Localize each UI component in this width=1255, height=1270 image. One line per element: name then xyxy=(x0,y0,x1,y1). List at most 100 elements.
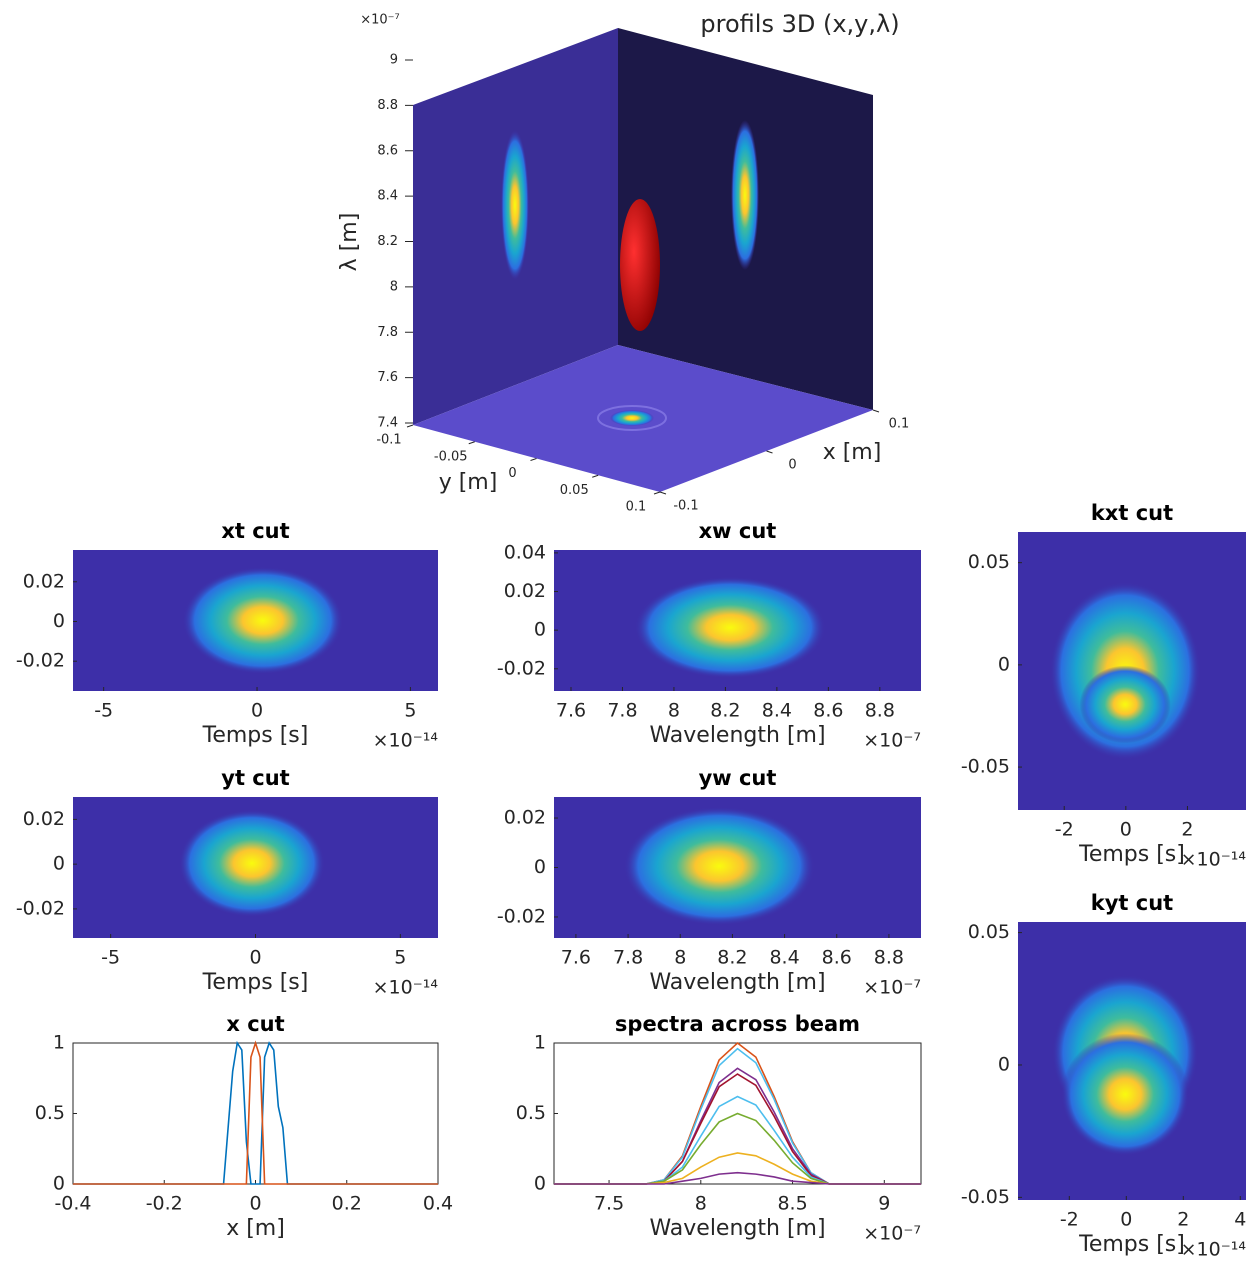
chart-title: kxt cut xyxy=(1091,501,1173,525)
x-tick-label: 8.2 xyxy=(710,700,740,722)
y-tick xyxy=(468,441,475,445)
z-tick-label: 7.8 xyxy=(377,325,398,340)
y-tick-label: 1 xyxy=(534,1032,546,1054)
heatmap-blob xyxy=(1061,1033,1190,1156)
y-tick xyxy=(406,424,414,428)
plot-area xyxy=(72,1042,439,1185)
y-tick-label: 0 xyxy=(534,1173,546,1195)
z-tick-label: 8.8 xyxy=(377,98,398,113)
x-tick-label: 7.6 xyxy=(556,700,586,722)
x-exponent: ×10⁻⁷ xyxy=(863,1223,921,1245)
x-tick-label: 7.8 xyxy=(607,700,637,722)
series-line xyxy=(554,1171,921,1185)
x-tick-label: 9 xyxy=(878,1193,890,1215)
x-tick-label: 0 xyxy=(251,700,263,722)
z-tick-label: 8.2 xyxy=(377,234,398,249)
x-axis-label: x [m] xyxy=(226,1216,285,1241)
series-line xyxy=(73,1040,438,1185)
x-tick-label: 8.2 xyxy=(717,947,747,969)
x-axis-label: x [m] xyxy=(823,440,882,465)
floor-projection xyxy=(610,410,654,426)
x-tick-label: 8 xyxy=(668,700,680,722)
x-tick-label: 0.2 xyxy=(332,1193,362,1215)
y-tick-label: 0 xyxy=(508,466,516,481)
chart-title: kyt cut xyxy=(1091,891,1173,915)
x-tick-label: -5 xyxy=(94,700,113,722)
x-axis-label: Temps [s] xyxy=(202,723,309,748)
heatmap-blob xyxy=(634,576,826,679)
y-tick-label: 0.02 xyxy=(23,808,65,830)
chart-title: profils 3D (x,y,λ) xyxy=(700,10,899,38)
y-tick-label: -0.05 xyxy=(961,1186,1010,1208)
chart-title: x cut xyxy=(226,1012,284,1036)
y-tick-label: -0.02 xyxy=(497,657,546,679)
chart-title: spectra across beam xyxy=(615,1012,860,1036)
x-tick-label: 8.4 xyxy=(762,700,792,722)
x-tick-label: 8.8 xyxy=(874,947,904,969)
x-exponent: ×10⁻¹⁴ xyxy=(373,730,439,752)
x-exponent: ×10⁻¹⁴ xyxy=(1181,1239,1247,1261)
z-tick-label: 7.4 xyxy=(377,416,398,431)
y-tick-label: 1 xyxy=(53,1032,65,1054)
x-tick-label: -5 xyxy=(101,947,120,969)
y-tick-label: 0.02 xyxy=(504,580,546,602)
x-tick-label: 7.5 xyxy=(594,1193,624,1215)
x-tick-label: 2 xyxy=(1181,819,1193,841)
x-tick-label: 5 xyxy=(394,947,406,969)
x-tick-label: 7.6 xyxy=(561,947,591,969)
x-tick-label: -2 xyxy=(1060,1209,1079,1231)
z-axis-label: λ [m] xyxy=(337,213,362,272)
heatmap-blob xyxy=(623,806,815,926)
x-exponent: ×10⁻¹⁴ xyxy=(1181,849,1247,871)
x-tick-label: 8.4 xyxy=(769,947,799,969)
x-tick-label: 0 xyxy=(249,947,261,969)
x-tick-label: -0.2 xyxy=(146,1193,183,1215)
x-exponent: ×10⁻⁷ xyxy=(863,730,921,752)
y-tick xyxy=(653,491,661,495)
y-tick-label: 0.05 xyxy=(968,551,1010,573)
y-tick-label: 0.02 xyxy=(23,570,65,592)
x-tick-label: 0.4 xyxy=(423,1193,453,1215)
x-tick-label: 8.8 xyxy=(865,700,895,722)
x-tick-label: 4 xyxy=(1234,1209,1246,1231)
z-tick-label: 8 xyxy=(390,279,398,294)
y-axis-label: y [m] xyxy=(439,470,498,495)
z-tick-label: 8.4 xyxy=(377,189,398,204)
right-projection xyxy=(731,120,759,270)
z-tick-label: 8.6 xyxy=(377,143,398,158)
x-tick xyxy=(766,450,773,454)
series-line xyxy=(554,1112,921,1185)
series-line xyxy=(73,1040,438,1185)
y-tick-label: 0.04 xyxy=(504,541,546,563)
x-tick xyxy=(659,491,667,495)
x-tick-label: -2 xyxy=(1055,819,1074,841)
y-tick-label: 0 xyxy=(53,610,65,632)
x-tick-label: 8.6 xyxy=(813,700,843,722)
left-projection xyxy=(501,130,529,280)
y-tick-label: 0 xyxy=(998,653,1010,675)
x-tick-label: 0 xyxy=(1120,1209,1132,1231)
y-tick-label: -0.02 xyxy=(497,905,546,927)
y-tick-label: -0.05 xyxy=(434,449,468,464)
x-tick-label: -0.4 xyxy=(54,1193,91,1215)
y-tick-label: 0 xyxy=(998,1053,1010,1075)
x-tick-label: 8.5 xyxy=(777,1193,807,1215)
y-tick-label: 0.1 xyxy=(626,500,647,515)
x-tick-label: -0.1 xyxy=(673,499,698,514)
chart-title: xt cut xyxy=(221,519,289,543)
chart-title: yt cut xyxy=(221,766,289,790)
y-tick-label: 0 xyxy=(534,619,546,641)
floor-ring xyxy=(597,405,667,431)
y-tick-label: 0 xyxy=(534,856,546,878)
y-tick xyxy=(592,474,599,478)
z-exponent: ×10⁻⁷ xyxy=(360,13,400,28)
x-axis-label: Wavelength [m] xyxy=(649,1216,825,1241)
x-tick xyxy=(872,409,880,413)
x-axis-label: Temps [s] xyxy=(202,970,309,995)
series-line xyxy=(554,1047,921,1185)
x-tick-label: 5 xyxy=(404,700,416,722)
y-tick-label: 0.05 xyxy=(560,483,589,498)
x-tick-label: 8.6 xyxy=(822,947,852,969)
series-line xyxy=(554,1152,921,1185)
